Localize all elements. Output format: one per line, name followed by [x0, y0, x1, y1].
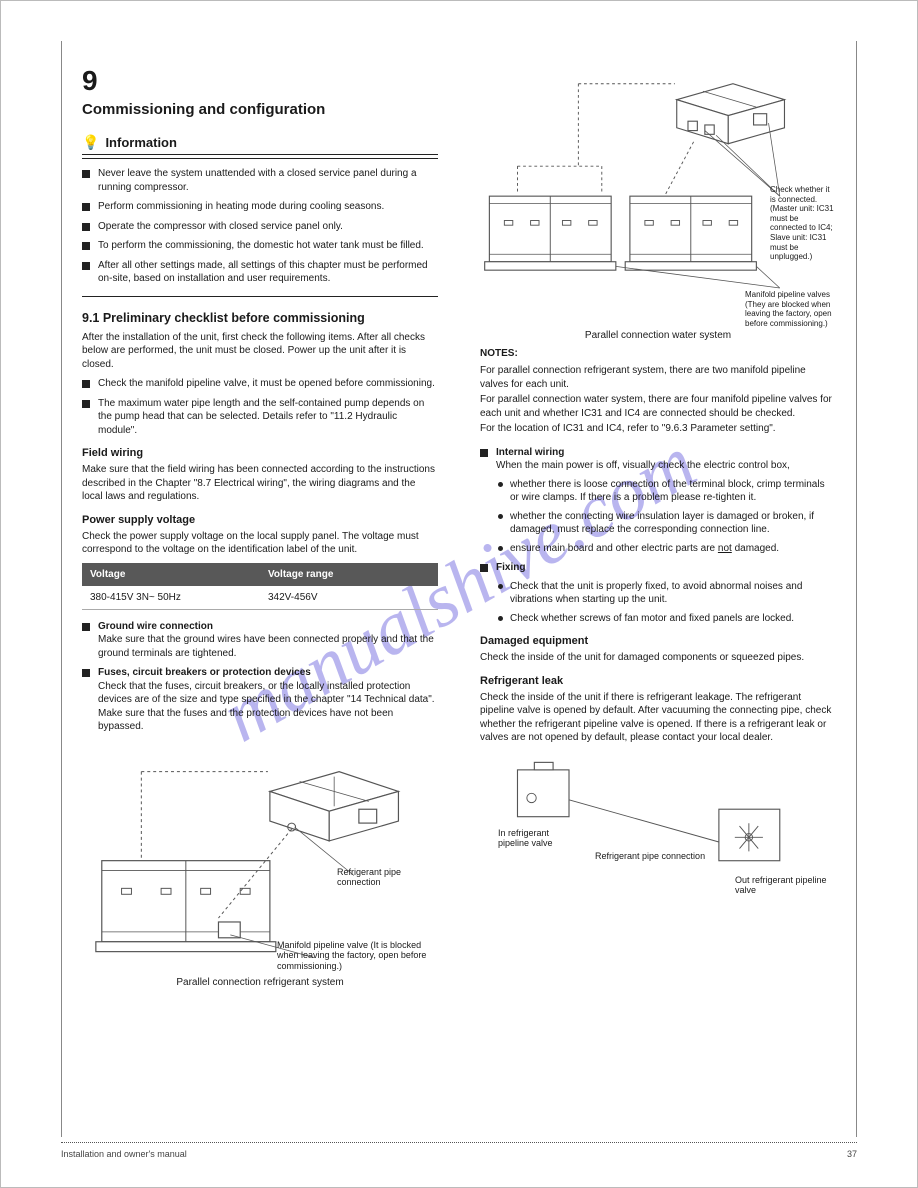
- list-item: whether the connecting wire insulation l…: [496, 510, 836, 537]
- paragraph: Check the inside of the unit for damaged…: [480, 651, 836, 665]
- heading-fuses: Fuses, circuit breakers or protection de…: [98, 667, 311, 678]
- internal-wiring-sublist: whether there is loose connection of the…: [496, 478, 836, 556]
- info-icon: 💡: [82, 134, 99, 151]
- callout-manifold-valves: Manifold pipeline valves (They are block…: [745, 290, 836, 328]
- paragraph: Check that the fuses, circuit breakers, …: [98, 681, 435, 733]
- page-footer: Installation and owner's manual 37: [61, 1142, 857, 1159]
- heading-fixing: Fixing: [496, 562, 525, 573]
- figure-valves: In refrigerant pipeline valve Out refrig…: [480, 753, 836, 903]
- list-item: Perform commissioning in heating mode du…: [82, 200, 438, 214]
- list-item: Check that the unit is properly fixed, t…: [496, 580, 836, 607]
- hint-row: 💡 Information: [82, 134, 438, 155]
- table-row: 380-415V 3N~ 50Hz 342V-456V: [82, 586, 438, 610]
- paragraph: After the installation of the unit, firs…: [82, 331, 438, 372]
- subsection-title: 9.1 Preliminary checklist before commiss…: [82, 311, 438, 325]
- list-item: To perform the commissioning, the domest…: [82, 239, 438, 253]
- diagram-svg: [480, 753, 836, 894]
- list-item: Never leave the system unattended with a…: [82, 167, 438, 194]
- list-item: Check the manifold pipeline valve, it mu…: [82, 377, 438, 391]
- voltage-table: Voltage Voltage range 380-415V 3N~ 50Hz …: [82, 563, 438, 610]
- section-number: 9: [82, 65, 438, 97]
- prelim-list: Check the manifold pipeline valve, it mu…: [82, 377, 438, 437]
- left-column: 9 Commissioning and configuration 💡 Info…: [82, 65, 444, 1127]
- fixing-sublist: Check that the unit is properly fixed, t…: [496, 580, 836, 626]
- list-item: The maximum water pipe length and the se…: [82, 397, 438, 438]
- callout-out-valve: Out refrigerant pipeline valve: [735, 875, 835, 897]
- paragraph: Check the inside of the unit if there is…: [480, 691, 836, 745]
- heading-internal-wiring: Internal wiring: [496, 447, 564, 458]
- list-item: ensure main board and other electric par…: [496, 542, 836, 556]
- paragraph: Make sure that the ground wires have bee…: [98, 634, 434, 659]
- footer-page-number: 37: [847, 1149, 857, 1159]
- ground-fuse-list: Ground wire connection Make sure that th…: [82, 620, 438, 734]
- heading-power-supply: Power supply voltage: [82, 514, 438, 526]
- callout-in-valve: In refrigerant pipeline valve: [498, 828, 578, 850]
- figure-parallel-water: Check whether it is connected. (Master u…: [480, 65, 836, 325]
- list-item: whether there is loose connection of the…: [496, 478, 836, 505]
- callout-manifold-valve: Manifold pipeline valve (It is blocked w…: [277, 940, 438, 972]
- notes-heading: NOTES:: [480, 347, 836, 361]
- note-item: For the location of IC31 and IC4, refer …: [480, 422, 836, 436]
- info-list: Never leave the system unattended with a…: [82, 167, 438, 286]
- page-frame: 9 Commissioning and configuration 💡 Info…: [61, 41, 857, 1137]
- note-item: For parallel connection refrigerant syst…: [480, 364, 836, 391]
- list-item: Check whether screws of fan motor and fi…: [496, 612, 836, 626]
- footer-left: Installation and owner's manual: [61, 1149, 187, 1159]
- divider: [82, 296, 438, 297]
- heading-damaged: Damaged equipment: [480, 635, 836, 647]
- list-item: Fixing Check that the unit is properly f…: [480, 561, 836, 625]
- table-header: Voltage: [82, 563, 260, 586]
- right-column: Check whether it is connected. (Master u…: [474, 65, 836, 1127]
- figure-caption: Parallel connection water system: [480, 329, 836, 343]
- callout-refrigerant-pipe: Refrigerant pipe connection: [337, 867, 438, 889]
- list-item: Fuses, circuit breakers or protection de…: [82, 666, 438, 734]
- figure-caption: Parallel connection refrigerant system: [82, 976, 438, 990]
- list-item: After all other settings made, all setti…: [82, 259, 438, 286]
- heading-ground: Ground wire connection: [98, 621, 213, 632]
- figure-parallel-refrigerant: Refrigerant pipe connection Manifold pip…: [82, 742, 438, 972]
- list-item: Operate the compressor with closed servi…: [82, 220, 438, 234]
- list-item: Internal wiring When the main power is o…: [480, 446, 836, 556]
- list-item: Ground wire connection Make sure that th…: [82, 620, 438, 661]
- callout-pipe-connection: Refrigerant pipe connection: [595, 851, 705, 862]
- paragraph: Check the power supply voltage on the lo…: [82, 530, 438, 557]
- table-header: Voltage range: [260, 563, 438, 586]
- table-cell: 342V-456V: [260, 586, 438, 610]
- paragraph: When the main power is off, visually che…: [496, 460, 790, 471]
- heading-refrigerant-leak: Refrigerant leak: [480, 675, 836, 687]
- section-title: Commissioning and configuration: [82, 101, 438, 118]
- table-cell: 380-415V 3N~ 50Hz: [82, 586, 260, 610]
- heading-field-wiring: Field wiring: [82, 447, 438, 459]
- hint-label: Information: [105, 135, 177, 150]
- diagram-svg: [82, 742, 438, 969]
- note-item: For parallel connection water system, th…: [480, 393, 836, 420]
- paragraph: Make sure that the field wiring has been…: [82, 463, 438, 504]
- callout-ic31: Check whether it is connected. (Master u…: [770, 185, 836, 262]
- internal-wiring-block: Internal wiring When the main power is o…: [480, 446, 836, 626]
